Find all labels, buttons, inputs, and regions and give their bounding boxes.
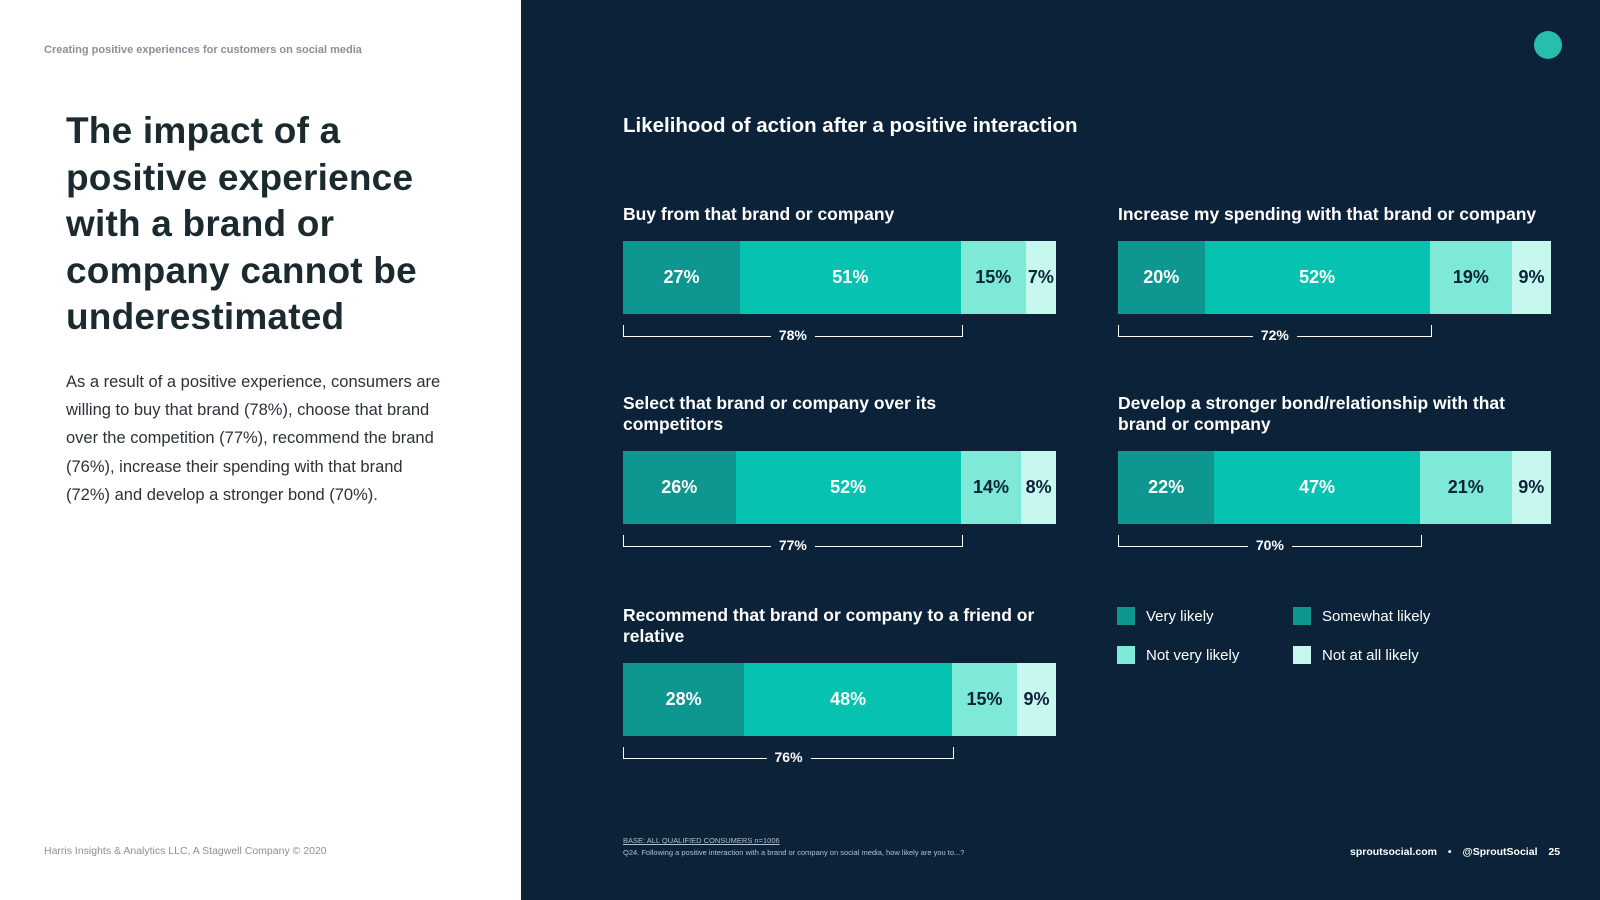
total-likely-label: 70% — [1247, 537, 1292, 553]
page-headline: The impact of a positive experience with… — [66, 110, 417, 337]
total-bracket: 76% — [623, 747, 955, 765]
legend-label: Very likely — [1146, 607, 1214, 625]
chart-panel — [521, 0, 1600, 900]
seg-not-very-likely: 15% — [952, 663, 1017, 736]
seg-somewhat-likely: 52% — [1204, 241, 1430, 314]
footer-separator: • — [1447, 846, 1452, 858]
legend-label: Not very likely — [1146, 646, 1240, 664]
copyright-footer: Harris Insights & Analytics LLC, A Stagw… — [44, 845, 327, 857]
legend-swatch — [1117, 607, 1135, 625]
base-note: BASE: ALL QUALIFIED CONSUMERS n=1006 — [623, 836, 780, 845]
seg-very-likely: 28% — [623, 663, 745, 736]
group-title: Recommend that brand or company to a fri… — [623, 605, 1035, 646]
seg-not-very-likely: 14% — [960, 451, 1022, 524]
seg-very-likely: 20% — [1118, 241, 1205, 314]
social-handle[interactable]: @SproutSocial — [1462, 846, 1538, 858]
stacked-bar: 27% 51% 15% 7% — [623, 241, 1056, 314]
seg-not-at-all-likely: 9% — [1511, 451, 1551, 524]
summary-paragraph: As a result of a positive experience, co… — [66, 373, 441, 504]
seg-not-at-all-likely: 9% — [1017, 663, 1056, 736]
left-panel: Creating positive experiences for custom… — [0, 0, 521, 900]
seg-not-at-all-likely: 8% — [1021, 451, 1056, 524]
total-bracket: 72% — [1118, 325, 1432, 343]
seg-somewhat-likely: 52% — [735, 451, 961, 524]
total-likely-label: 78% — [770, 327, 815, 343]
seg-somewhat-likely: 51% — [739, 241, 961, 314]
site-link[interactable]: sproutsocial.com — [1350, 846, 1437, 858]
section-eyebrow: Creating positive experiences for custom… — [44, 44, 362, 56]
legend-item-not-very-likely: Not very likely — [1117, 646, 1239, 664]
chart-group-buy: Buy from that brand or company 27% 51% 15%… — [623, 204, 1063, 354]
chart-group-recommend: Recommend that brand or company to a fri… — [623, 605, 1063, 775]
footer-right: sproutsocial.com • @SproutSocial 25 — [1350, 846, 1568, 858]
seg-somewhat-likely: 47% — [1214, 451, 1420, 524]
seg-not-very-likely: 15% — [960, 241, 1026, 314]
seg-not-at-all-likely: 9% — [1512, 241, 1551, 314]
legend-swatch — [1117, 646, 1135, 664]
stacked-bar: 26% 52% 14% 8% — [623, 451, 1056, 524]
seg-not-very-likely: 21% — [1419, 451, 1512, 524]
total-likely-label: 72% — [1252, 327, 1297, 343]
chart-group-spending: Increase my spending with that brand or … — [1118, 204, 1578, 354]
legend-item-not-at-all-likely: Not at all likely — [1293, 646, 1419, 664]
legend-label: Not at all likely — [1322, 646, 1419, 664]
seg-somewhat-likely: 48% — [744, 663, 953, 736]
chart-group-bond: Develop a stronger bond/relationship wit… — [1118, 393, 1578, 563]
chart-group-select: Select that brand or company over its co… — [623, 393, 1063, 563]
legend-item-very-likely: Very likely — [1117, 607, 1214, 625]
group-title: Increase my spending with that brand or … — [1118, 204, 1537, 224]
stacked-bar: 20% 52% 19% 9% — [1118, 241, 1551, 314]
brand-dot-icon — [1534, 31, 1562, 59]
chart-title: Likelihood of action after a positive in… — [623, 114, 1078, 137]
legend-item-somewhat-likely: Somewhat likely — [1293, 607, 1430, 625]
seg-very-likely: 27% — [623, 241, 740, 314]
seg-not-very-likely: 19% — [1429, 241, 1513, 314]
seg-very-likely: 22% — [1118, 451, 1215, 524]
legend-label: Somewhat likely — [1322, 607, 1431, 625]
seg-very-likely: 26% — [623, 451, 736, 524]
total-bracket: 70% — [1118, 535, 1422, 553]
total-likely-label: 77% — [770, 537, 815, 553]
chart-legend: Very likely Somewhat likely Not very lik… — [1117, 607, 1497, 667]
total-likely-label: 76% — [766, 749, 811, 765]
total-bracket: 77% — [623, 535, 963, 553]
group-title: Select that brand or company over its co… — [623, 393, 937, 434]
group-title: Develop a stronger bond/relationship wit… — [1118, 393, 1505, 434]
seg-not-at-all-likely: 7% — [1025, 241, 1056, 314]
page-number: 25 — [1548, 846, 1561, 858]
legend-swatch — [1293, 646, 1311, 664]
stacked-bar: 22% 47% 21% 9% — [1118, 451, 1551, 524]
group-title: Buy from that brand or company — [623, 204, 895, 224]
legend-swatch — [1293, 607, 1311, 625]
stacked-bar: 28% 48% 15% 9% — [623, 663, 1056, 736]
total-bracket: 78% — [623, 325, 963, 343]
question-note: Q24. Following a positive interaction wi… — [623, 848, 965, 857]
